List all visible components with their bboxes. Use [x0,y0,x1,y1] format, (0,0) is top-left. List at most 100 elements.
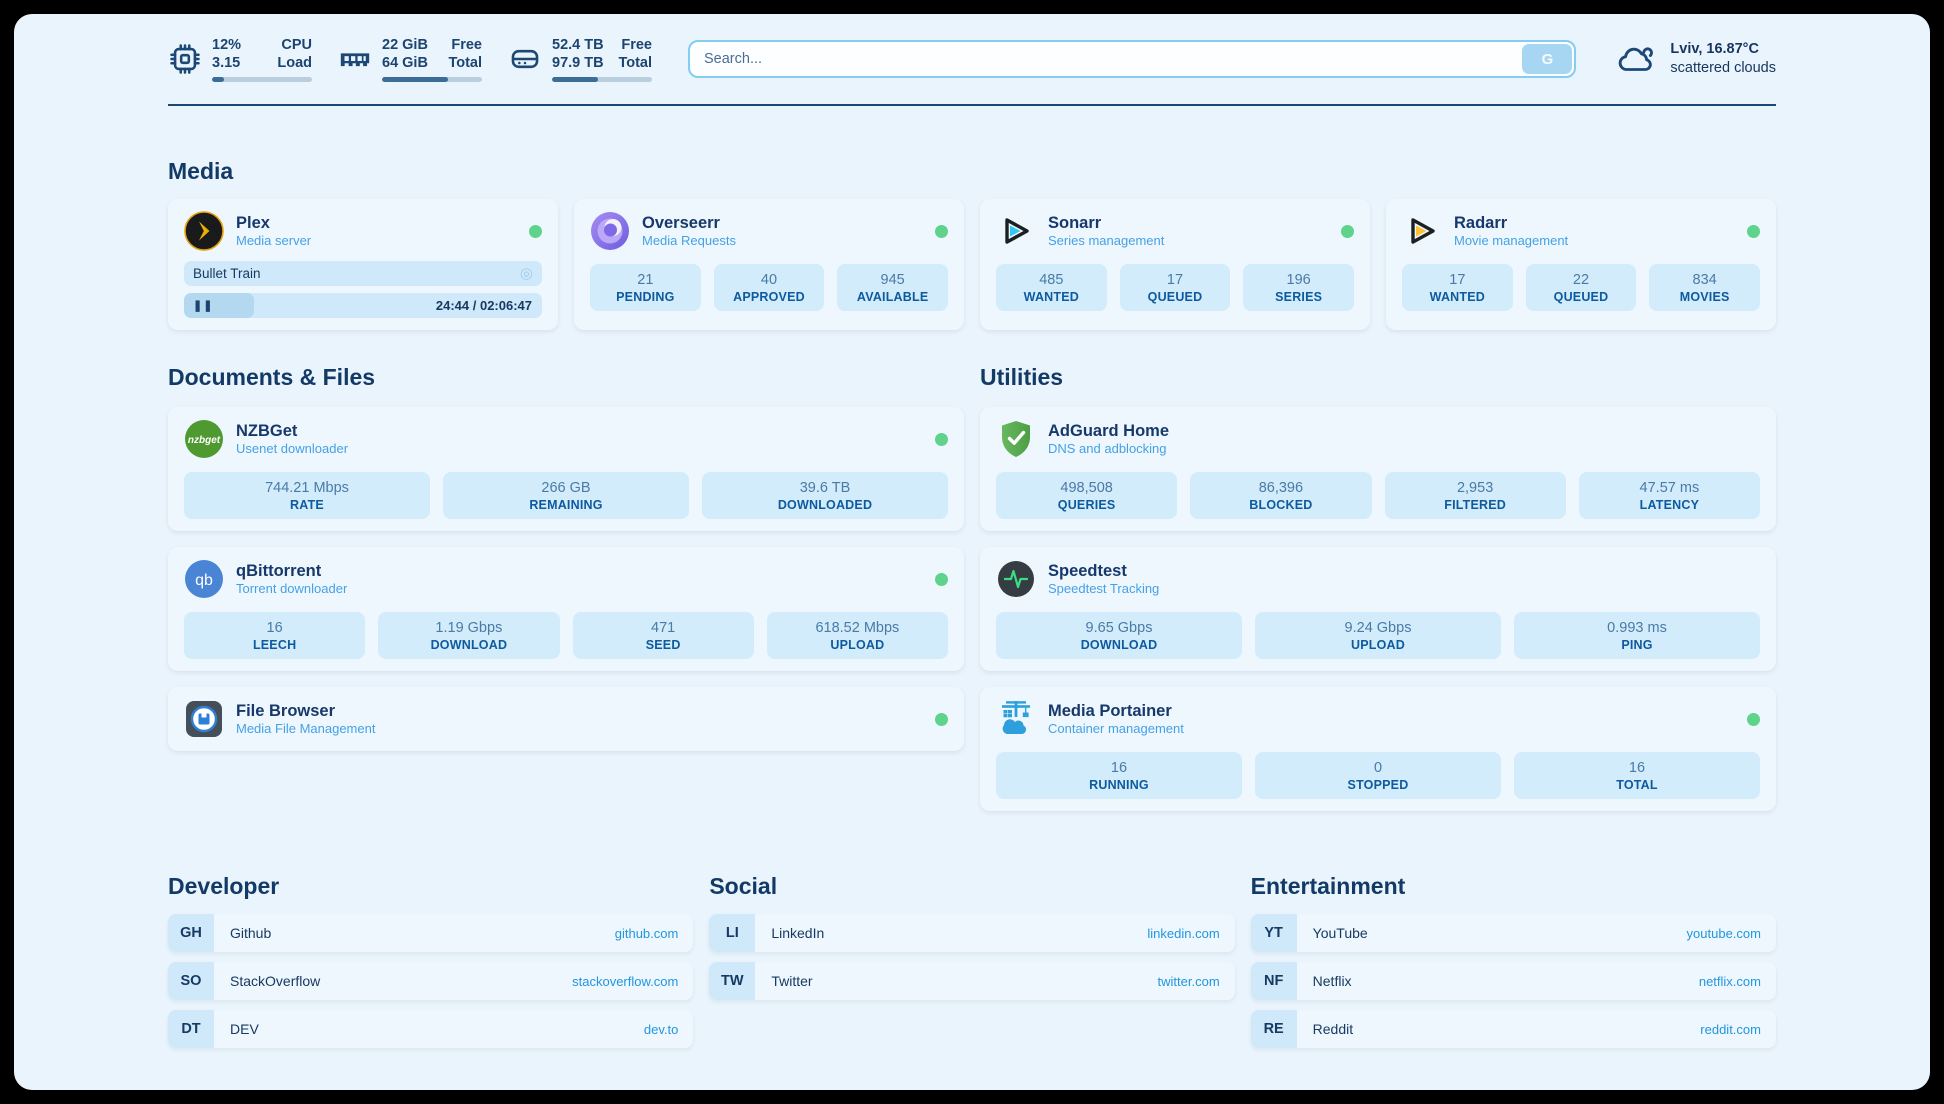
system-stats: 12% 3.15 CPU Load [168,36,652,83]
stat-label: SEED [645,638,681,653]
bookmark-netflix[interactable]: NF Netflix netflix.com [1250,962,1776,1001]
bookmark-youtube[interactable]: YT YouTube youtube.com [1250,914,1776,953]
stat-label: DOWNLOAD [430,638,508,653]
stat-tile: 39.6 TB DOWNLOADED [702,472,948,520]
cpu-stat: 12% 3.15 CPU Load [168,36,312,83]
app-name: File Browser [236,701,336,720]
bookmark-abbr: NF [1250,962,1297,1001]
status-dot [935,432,948,446]
stat-tile: 834 MOVIES [1649,264,1760,312]
stat-value: 471 [651,620,676,637]
bookmark-url[interactable]: netflix.com [1698,973,1761,989]
stat-tile: 21 PENDING [590,264,701,312]
filebrowser-icon [186,701,222,738]
svg-text:nzbget: nzbget [188,435,221,446]
bookmark-dev[interactable]: DT DEV dev.to [168,1010,694,1049]
bookmark-name: Reddit [1312,1021,1354,1038]
bookmark-url[interactable]: linkedin.com [1147,925,1220,941]
top-bar: 12% 3.15 CPU Load [168,14,1776,83]
stat-label: WANTED [1023,290,1080,305]
bookmark-name: Netflix [1312,973,1352,990]
section-utilities: Utilities AdGuard Home DNS [980,364,1776,812]
app-card-adguard[interactable]: AdGuard Home DNS and adblocking 498,508 … [980,407,1776,532]
bookmark-reddit[interactable]: RE Reddit reddit.com [1250,1010,1776,1049]
app-card-speedtest[interactable]: Speedtest Speedtest Tracking 9.65 Gbps D… [980,547,1776,672]
stat-value: 16 [266,620,283,637]
stat-tile: 17 WANTED [1402,264,1513,312]
stat-tile: 945 AVAILABLE [837,264,948,312]
ram-free-value: 22 GiB [382,37,428,53]
bookmark-url[interactable]: twitter.com [1157,973,1220,989]
status-dot [1747,224,1760,238]
bookmark-url[interactable]: dev.to [643,1021,679,1037]
stat-tile: 744.21 Mbps RATE [184,472,430,520]
app-card-filebrowser[interactable]: File Browser Media File Management [168,687,964,752]
ram-icon [340,53,370,67]
stat-tile: 40 APPROVED [713,264,825,312]
now-playing-title: Bullet Train [193,266,261,282]
bookmark-url[interactable]: stackoverflow.com [572,973,679,989]
app-card-nzbget[interactable]: nzbget NZBGet Usenet downloader 744.21 M… [168,407,964,532]
stat-label: REMAINING [529,498,603,513]
app-card-qbittorrent[interactable]: qb qBittorrent Torrent downloader 16 LEE… [168,547,964,672]
app-description: Series management [1048,233,1165,249]
cloud-icon [1619,47,1654,72]
stat-tile: 86,396 BLOCKED [1190,472,1372,520]
stat-value: 16 [1628,760,1646,777]
stat-label: RUNNING [1089,778,1149,793]
bookmark-url[interactable]: youtube.com [1686,925,1761,941]
stat-label: TOTAL [1616,778,1658,793]
stat-tile: 47.57 ms LATENCY [1578,472,1760,520]
app-description: Container management [1048,721,1184,737]
app-card-sonarr[interactable]: Sonarr Series management 485 WANTED 17 Q… [980,199,1370,331]
stat-value: 40 [760,272,778,289]
app-name: Overseerr [642,213,720,232]
stat-value: 22 [1572,272,1590,289]
app-card-overseerr[interactable]: Overseerr Media Requests 21 PENDING 40 A… [574,199,964,331]
bookmark-abbr: DT [168,1010,214,1049]
app-name: NZBGet [236,421,298,440]
bookmark-abbr: LI [709,914,756,953]
stat-label: APPROVED [733,290,805,305]
bookmark-url[interactable]: reddit.com [1700,1021,1761,1037]
portainer-icon [1002,701,1030,735]
stat-tile: 0 STOPPED [1255,752,1501,800]
app-card-radarr[interactable]: Radarr Movie management 17 WANTED 22 QUE… [1386,199,1776,331]
stat-label: AVAILABLE [856,290,929,305]
search-engine-button[interactable]: G [1522,44,1573,75]
bookmark-abbr: TW [709,962,756,1001]
stat-value: 9.65 Gbps [1085,620,1153,637]
bookmark-abbr: RE [1250,1010,1297,1049]
stat-label: DOWNLOAD [1080,638,1158,653]
bookmark-abbr: SO [168,962,214,1001]
ram-total-value: 64 GiB [382,55,428,72]
session-icon[interactable]: ◎ [519,265,533,283]
app-description: Speedtest Tracking [1048,581,1160,597]
stat-label: STOPPED [1347,778,1409,793]
dashboard-page: 12% 3.15 CPU Load [14,14,1930,1090]
bookmark-linkedin[interactable]: LI LinkedIn linkedin.com [709,914,1235,953]
cpu-load-value: 3.15 [212,55,241,72]
section-media: Media Plex Media server [168,158,1776,331]
bookmark-stackoverflow[interactable]: SO StackOverflow stackoverflow.com [168,962,694,1001]
search-input[interactable] [688,40,1577,79]
stat-value: 945 [880,272,905,289]
stat-label: UPLOAD [830,638,885,653]
stat-value: 9.24 Gbps [1344,620,1412,637]
app-name: AdGuard Home [1048,421,1170,440]
bookmark-twitter[interactable]: TW Twitter twitter.com [709,962,1235,1001]
disk-icon [511,50,539,69]
bookmark-github[interactable]: GH Github github.com [168,914,694,953]
section-heading-utilities: Utilities [980,364,1064,391]
app-name: qBittorrent [236,561,322,580]
status-dot [935,572,948,586]
stat-value: 17 [1166,272,1184,289]
app-card-plex[interactable]: Plex Media server Bullet Train ◎ ❚❚ 24:4… [168,199,558,331]
bookmark-url[interactable]: github.com [614,925,679,941]
stat-tile: 16 LEECH [184,612,366,660]
stat-tile: 0.993 ms PING [1514,612,1760,660]
stat-label: DOWNLOADED [777,498,873,513]
stat-tile: 485 WANTED [996,264,1107,312]
stat-label: QUEUED [1553,290,1609,305]
app-card-portainer[interactable]: Media Portainer Container management 16 … [980,687,1776,812]
